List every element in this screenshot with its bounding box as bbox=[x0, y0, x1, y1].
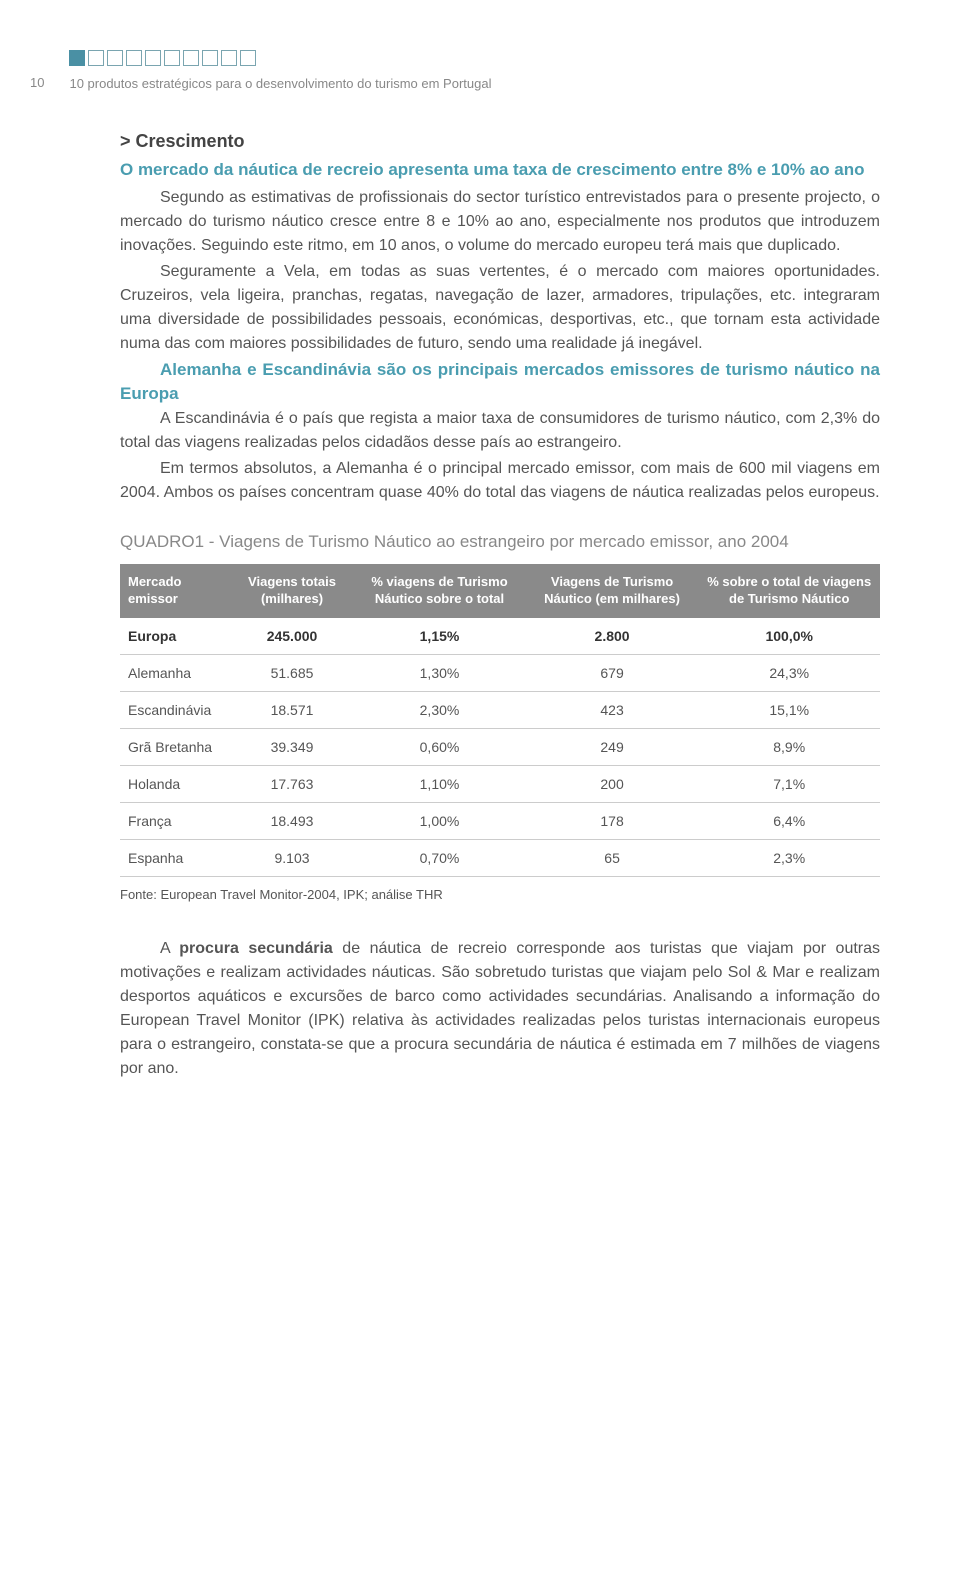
table-cell: 9.103 bbox=[231, 839, 354, 876]
progress-square bbox=[88, 50, 104, 66]
table-title: QUADRO1 - Viagens de Turismo Náutico ao … bbox=[120, 530, 880, 554]
table-cell: França bbox=[120, 802, 231, 839]
table-cell: Europa bbox=[120, 618, 231, 655]
table-cell: 24,3% bbox=[698, 654, 880, 691]
closing-paragraph: A procura secundária de náutica de recre… bbox=[120, 937, 880, 1081]
table-cell: 245.000 bbox=[231, 618, 354, 655]
mid-section-title: Alemanha e Escandinávia são os principai… bbox=[120, 358, 880, 406]
table-cell: 200 bbox=[526, 765, 699, 802]
paragraph-3: A Escandinávia é o país que regista a ma… bbox=[120, 407, 880, 455]
table-row: Alemanha51.6851,30%67924,3% bbox=[120, 654, 880, 691]
table-cell: 100,0% bbox=[698, 618, 880, 655]
progress-square bbox=[164, 50, 180, 66]
table-cell: 2,3% bbox=[698, 839, 880, 876]
table-cell: 1,30% bbox=[353, 654, 525, 691]
data-table: Mercado emissorViagens totais (milhares)… bbox=[120, 564, 880, 877]
table-cell: 39.349 bbox=[231, 728, 354, 765]
table-cell: 1,15% bbox=[353, 618, 525, 655]
table-cell: Holanda bbox=[120, 765, 231, 802]
table-header-cell: Viagens totais (milhares) bbox=[231, 564, 354, 618]
table-body: Europa245.0001,15%2.800100,0%Alemanha51.… bbox=[120, 618, 880, 877]
table-cell: Escandinávia bbox=[120, 691, 231, 728]
table-cell: 65 bbox=[526, 839, 699, 876]
progress-square bbox=[202, 50, 218, 66]
table-cell: 2.800 bbox=[526, 618, 699, 655]
table-cell: 423 bbox=[526, 691, 699, 728]
progress-square bbox=[240, 50, 256, 66]
table-header-cell: Mercado emissor bbox=[120, 564, 231, 618]
page-header: 10 10 produtos estratégicos para o desen… bbox=[30, 50, 900, 91]
header-title: 10 produtos estratégicos para o desenvol… bbox=[69, 76, 900, 91]
closing-bold: procura secundária bbox=[179, 940, 333, 957]
closing-pre: A bbox=[160, 940, 179, 957]
table-cell: 7,1% bbox=[698, 765, 880, 802]
paragraph-2: Seguramente a Vela, em todas as suas ver… bbox=[120, 260, 880, 356]
paragraph-4: Em termos absolutos, a Alemanha é o prin… bbox=[120, 457, 880, 505]
section-title: > Crescimento bbox=[120, 131, 880, 152]
progress-squares bbox=[69, 50, 900, 66]
table-header-cell: % sobre o total de viagens de Turismo Ná… bbox=[698, 564, 880, 618]
table-cell: 8,9% bbox=[698, 728, 880, 765]
table-row: Escandinávia18.5712,30%42315,1% bbox=[120, 691, 880, 728]
table-cell: 1,00% bbox=[353, 802, 525, 839]
progress-square bbox=[145, 50, 161, 66]
table-cell: 0,60% bbox=[353, 728, 525, 765]
table-header-row: Mercado emissorViagens totais (milhares)… bbox=[120, 564, 880, 618]
progress-square bbox=[183, 50, 199, 66]
table-cell: 17.763 bbox=[231, 765, 354, 802]
table-cell: 18.493 bbox=[231, 802, 354, 839]
table-row: Espanha9.1030,70%652,3% bbox=[120, 839, 880, 876]
table-cell: 18.571 bbox=[231, 691, 354, 728]
table-cell: 679 bbox=[526, 654, 699, 691]
table-cell: 51.685 bbox=[231, 654, 354, 691]
table-cell: 2,30% bbox=[353, 691, 525, 728]
table-cell: Alemanha bbox=[120, 654, 231, 691]
table-header-cell: % viagens de Turismo Náutico sobre o tot… bbox=[353, 564, 525, 618]
table-cell: 1,10% bbox=[353, 765, 525, 802]
section-subtitle: O mercado da náutica de recreio apresent… bbox=[120, 158, 880, 182]
paragraph-1: Segundo as estimativas de profissionais … bbox=[120, 186, 880, 258]
table-row: França18.4931,00%1786,4% bbox=[120, 802, 880, 839]
table-row: Grã Bretanha39.3490,60%2498,9% bbox=[120, 728, 880, 765]
table-cell: 0,70% bbox=[353, 839, 525, 876]
table-cell: Grã Bretanha bbox=[120, 728, 231, 765]
table-row: Holanda17.7631,10%2007,1% bbox=[120, 765, 880, 802]
closing-rest: de náutica de recreio corresponde aos tu… bbox=[120, 940, 880, 1077]
table-cell: 15,1% bbox=[698, 691, 880, 728]
table-cell: 249 bbox=[526, 728, 699, 765]
table-cell: Espanha bbox=[120, 839, 231, 876]
table-row: Europa245.0001,15%2.800100,0% bbox=[120, 618, 880, 655]
table-source: Fonte: European Travel Monitor-2004, IPK… bbox=[120, 887, 880, 902]
progress-square bbox=[107, 50, 123, 66]
progress-square bbox=[69, 50, 85, 66]
table-cell: 178 bbox=[526, 802, 699, 839]
table-cell: 6,4% bbox=[698, 802, 880, 839]
table-header-cell: Viagens de Turismo Náutico (em milhares) bbox=[526, 564, 699, 618]
progress-square bbox=[126, 50, 142, 66]
progress-square bbox=[221, 50, 237, 66]
page-number: 10 bbox=[30, 75, 44, 90]
